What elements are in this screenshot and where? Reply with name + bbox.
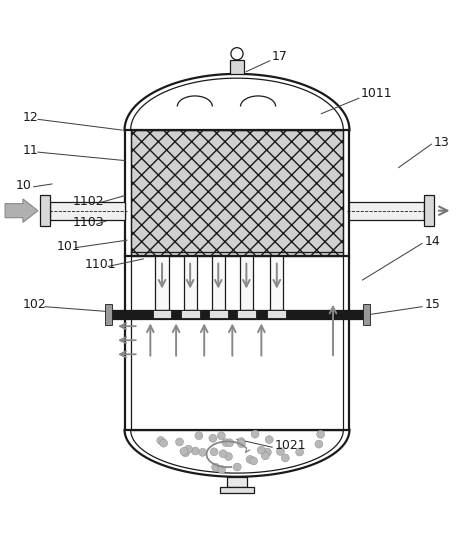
Text: 13: 13 [434,137,449,150]
Circle shape [226,439,234,447]
Circle shape [257,446,265,454]
Circle shape [184,445,192,453]
Text: 1011: 1011 [361,87,393,100]
Circle shape [210,448,218,456]
Circle shape [237,440,246,447]
Bar [181,310,200,318]
Bar [270,256,283,310]
Circle shape [317,430,325,438]
Circle shape [209,435,217,442]
Circle shape [191,447,200,455]
Text: 1101: 1101 [85,258,117,271]
Polygon shape [5,199,38,222]
Text: 1103: 1103 [73,216,105,229]
Bar [183,256,197,310]
Circle shape [296,448,304,456]
Bar [209,310,228,318]
Circle shape [250,457,258,465]
Text: 14: 14 [424,235,440,248]
Bar [220,487,254,493]
Bar [349,202,424,220]
Text: 1102: 1102 [73,195,105,208]
Bar [131,130,343,256]
Text: 102: 102 [22,298,46,311]
Circle shape [276,447,284,455]
Circle shape [233,463,241,471]
Text: 11: 11 [22,143,38,156]
Bar [125,130,349,430]
Text: 101: 101 [57,240,81,253]
Circle shape [225,452,233,460]
Circle shape [218,466,226,474]
Bar [153,310,172,318]
Text: 17: 17 [272,50,288,63]
Bar [212,256,225,310]
Circle shape [282,454,289,462]
Circle shape [246,455,254,463]
Text: 12: 12 [22,111,38,124]
Bar [230,60,244,74]
Bar [237,310,256,318]
Text: 15: 15 [424,298,440,311]
Circle shape [219,450,227,458]
Circle shape [160,439,168,447]
Bar [131,130,343,430]
Bar [363,304,370,325]
Circle shape [218,432,225,440]
Bar [105,304,112,325]
Circle shape [237,437,245,446]
Circle shape [175,438,183,446]
Circle shape [195,432,203,440]
Bar [50,202,125,220]
Circle shape [180,447,188,455]
Bar [227,477,247,487]
Bar [424,195,434,226]
Circle shape [211,463,219,471]
Circle shape [157,436,165,445]
Bar [111,310,363,319]
Circle shape [261,452,269,460]
Bar [267,310,286,318]
Text: 10: 10 [16,179,32,192]
Circle shape [222,438,230,446]
Bar [240,256,253,310]
Circle shape [251,430,259,438]
Text: 1021: 1021 [274,438,306,451]
Circle shape [265,436,273,444]
Circle shape [199,449,207,456]
Circle shape [264,448,272,456]
Bar [40,195,50,226]
Circle shape [182,449,190,457]
Bar [155,256,169,310]
Circle shape [315,440,323,448]
